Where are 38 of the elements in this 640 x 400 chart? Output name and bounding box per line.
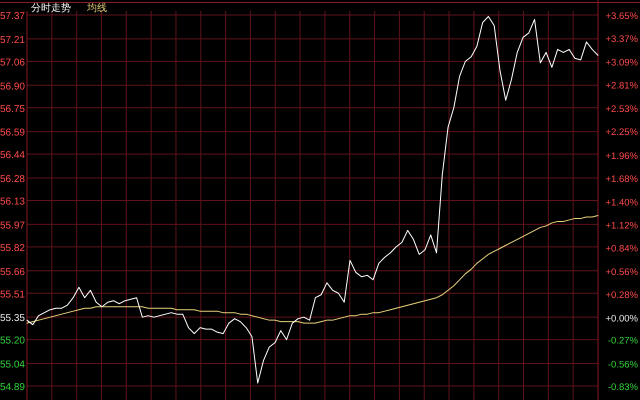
- y-tick-label: 55.82: [0, 242, 26, 254]
- y-tick-label: 57.06: [0, 57, 26, 68]
- y-tick-label: 55.97: [0, 220, 26, 232]
- y2-tick-label: -0.83%: [608, 382, 639, 393]
- y2-tick-label: -0.56%: [608, 360, 639, 371]
- y2-tick-label: +0.56%: [606, 266, 639, 278]
- y2-tick-label: +1.12%: [606, 220, 639, 232]
- y-tick-label: 56.75: [0, 104, 26, 115]
- y-tick-label: 56.13: [0, 196, 26, 208]
- y2-tick-label: +2.53%: [606, 104, 639, 115]
- y2-tick-label: +0.28%: [606, 290, 639, 302]
- y2-tick-label: +3.65%: [606, 11, 639, 22]
- y2-tick-label: -0.27%: [608, 336, 639, 347]
- y-tick-label: 54.89: [0, 382, 26, 393]
- line-series: [26, 16, 598, 384]
- y2-tick-label: +1.68%: [606, 174, 639, 186]
- y-tick-label: 55.35: [0, 313, 26, 324]
- y2-tick-label: +2.81%: [606, 80, 639, 92]
- y-tick-label: 57.21: [0, 34, 26, 46]
- y-tick-label: 55.04: [0, 360, 26, 371]
- y-tick-label: 56.59: [0, 128, 26, 139]
- y-tick-label: 55.51: [0, 289, 26, 300]
- y2-tick-label: +2.25%: [606, 126, 639, 138]
- y2-tick-label: +3.09%: [606, 57, 639, 68]
- y-tick-label: 56.28: [0, 174, 26, 186]
- y-tick-label: 56.90: [0, 81, 26, 92]
- y-tick-label: 55.66: [0, 266, 26, 278]
- y2-tick-label: +0.84%: [606, 244, 639, 255]
- y-tick-label: 55.20: [0, 336, 26, 347]
- y2-tick-label: +1.96%: [606, 150, 639, 162]
- y2-tick-label: +1.40%: [606, 197, 639, 208]
- y2-tick-label: +0.00%: [606, 313, 639, 324]
- y-tick-label: 57.37: [0, 11, 26, 22]
- y2-tick-label: +3.37%: [606, 34, 639, 46]
- line-series: [26, 214, 598, 324]
- text: 分时走势: [31, 2, 71, 14]
- text: 均线: [86, 2, 107, 14]
- y-tick-label: 56.44: [0, 150, 26, 162]
